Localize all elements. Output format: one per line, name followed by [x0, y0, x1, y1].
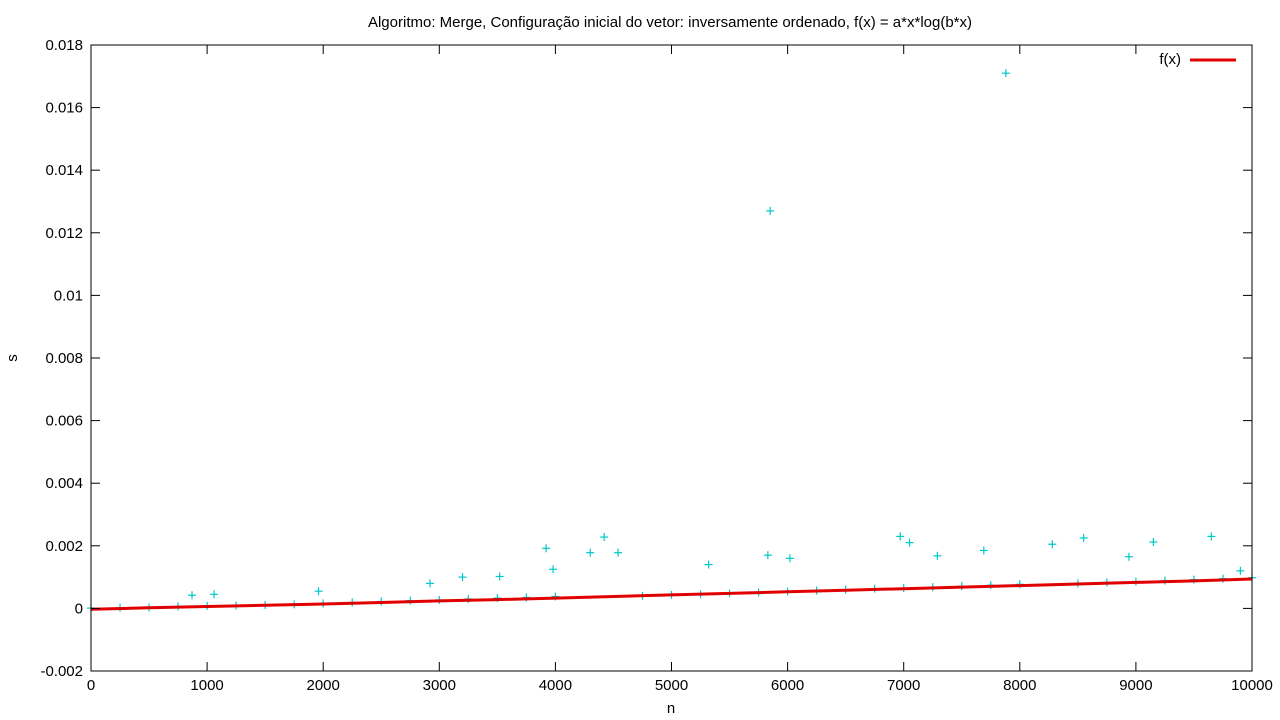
- x-tick-label: 3000: [423, 677, 456, 694]
- y-tick-label: 0.01: [54, 287, 83, 304]
- data-point: [979, 546, 988, 555]
- x-tick-label: 7000: [887, 677, 920, 694]
- x-tick-label: 4000: [539, 677, 572, 694]
- x-axis: 0 1000 2000 3000 4000 5000 6000 7000 8000 9000 100…: [87, 45, 1273, 694]
- y-axis: -0.002 0 0.002 0.004 0.006 0.008 0.01 0.012 0.01…: [40, 37, 1252, 680]
- data-point: [1149, 538, 1158, 547]
- legend-label-fx: f(x): [1159, 51, 1181, 68]
- data-point: [1048, 540, 1057, 549]
- x-tick-label: 1000: [190, 677, 223, 694]
- y-tick-label: 0.014: [45, 162, 83, 179]
- data-point: [600, 533, 609, 542]
- data-point: [763, 551, 772, 560]
- data-point: [549, 565, 558, 574]
- chart-title: Algoritmo: Merge, Configuração inicial d…: [368, 14, 972, 31]
- data-point: [542, 544, 551, 553]
- x-tick-label: 8000: [1003, 677, 1036, 694]
- y-tick-label: 0.008: [45, 350, 83, 367]
- data-point: [896, 532, 905, 541]
- data-point: [210, 590, 219, 599]
- data-point: [766, 206, 775, 215]
- y-tick-label: 0: [75, 600, 83, 617]
- data-point: [614, 548, 623, 557]
- data-point: [933, 551, 942, 560]
- data-point: [1124, 552, 1133, 561]
- data-point: [314, 587, 323, 596]
- data-point: [1079, 533, 1088, 542]
- x-tick-label: 5000: [655, 677, 688, 694]
- x-tick-label: 9000: [1119, 677, 1152, 694]
- x-tick-label: 10000: [1231, 677, 1273, 694]
- data-point: [1236, 566, 1245, 575]
- y-tick-label: 0.016: [45, 100, 83, 117]
- data-point: [905, 538, 914, 547]
- legend: f(x): [1159, 51, 1236, 68]
- data-point: [785, 554, 794, 563]
- data-point: [458, 573, 467, 582]
- y-tick-label: 0.018: [45, 37, 83, 54]
- y-tick-label: 0.002: [45, 538, 83, 555]
- data-points-layer: [87, 69, 1256, 613]
- y-tick-label: 0.012: [45, 225, 83, 242]
- x-tick-label: 6000: [771, 677, 804, 694]
- x-axis-label: n: [667, 700, 675, 717]
- x-tick-label: 0: [87, 677, 95, 694]
- data-point: [1207, 532, 1216, 541]
- data-point: [188, 591, 197, 600]
- data-point: [586, 548, 595, 557]
- data-point: [426, 579, 435, 588]
- y-tick-label: 0.006: [45, 413, 83, 430]
- fit-line: [90, 577, 1253, 611]
- y-tick-label: -0.002: [40, 663, 83, 680]
- fit-line-layer: [90, 577, 1253, 611]
- plot-frame: [90, 44, 1253, 672]
- y-tick-label: 0.004: [45, 475, 83, 492]
- data-point: [1001, 69, 1010, 78]
- x-tick-label: 2000: [307, 677, 340, 694]
- data-point: [495, 572, 504, 581]
- data-point: [704, 560, 713, 569]
- y-axis-label: s: [4, 354, 21, 362]
